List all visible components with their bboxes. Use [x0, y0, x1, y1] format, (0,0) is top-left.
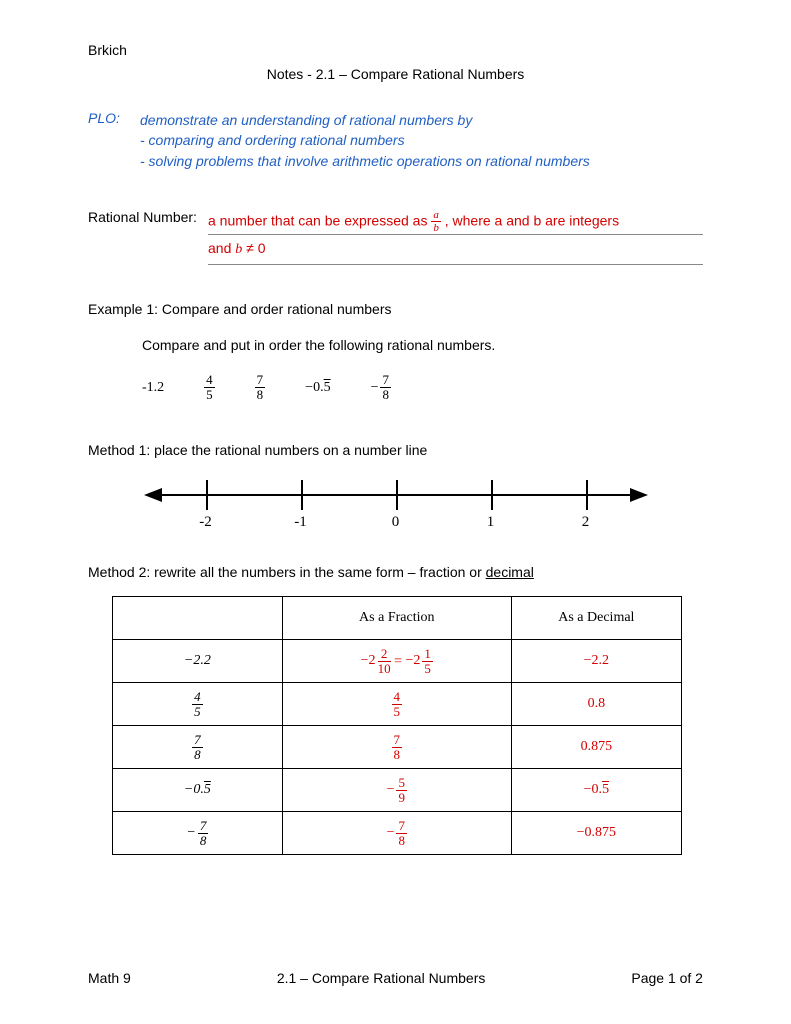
cell-decimal: −0.5 — [511, 769, 681, 812]
rational-number-label: Rational Number: — [88, 209, 208, 225]
number-line-label: -2 — [199, 514, 212, 531]
table-row: −2.2−2210 = −215−2.2 — [113, 640, 682, 683]
cell-fraction: 78 — [282, 726, 511, 769]
number-line-label: 0 — [392, 514, 400, 531]
cell-fraction: −2210 = −215 — [282, 640, 511, 683]
number-line-tick — [491, 480, 493, 510]
number-line-tick — [206, 480, 208, 510]
arrow-right-icon — [630, 488, 648, 502]
author-name: Brkich — [88, 42, 703, 58]
footer-right: Page 1 of 2 — [631, 970, 703, 986]
cell-fraction: −78 — [282, 812, 511, 855]
number-line-label: -1 — [294, 514, 307, 531]
number-line-label: 1 — [487, 514, 495, 531]
table-row: −78−78−0.875 — [113, 812, 682, 855]
num-5: −78 — [371, 373, 391, 403]
cell-original: −2.2 — [113, 640, 283, 683]
num-4: −0.5 — [305, 380, 330, 396]
number-line-tick — [301, 480, 303, 510]
plo-label: PLO: — [88, 110, 140, 171]
def-line2: and b ≠ 0 — [208, 234, 703, 262]
number-line-label: 2 — [582, 514, 590, 531]
num-3: 78 — [255, 373, 266, 403]
method1-title: Method 1: place the rational numbers on … — [88, 442, 703, 458]
def-part1: a number that can be expressed as — [208, 212, 431, 228]
number-line-tick — [396, 480, 398, 510]
conversion-table: As a Fraction As a Decimal −2.2−2210 = −… — [112, 596, 682, 855]
plo-line-3: - solving problems that involve arithmet… — [140, 151, 590, 171]
number-line: -2 -1 0 1 2 — [146, 480, 646, 530]
example1-sub: Compare and put in order the following r… — [142, 337, 703, 353]
cell-decimal: −0.875 — [511, 812, 681, 855]
table-row: 78780.875 — [113, 726, 682, 769]
cell-original: 45 — [113, 683, 283, 726]
cell-fraction: −59 — [282, 769, 511, 812]
page-footer: Math 9 2.1 – Compare Rational Numbers Pa… — [88, 970, 703, 986]
table-row: 45450.8 — [113, 683, 682, 726]
plo-line-1: demonstrate an understanding of rational… — [140, 110, 590, 130]
footer-center: 2.1 – Compare Rational Numbers — [277, 970, 486, 986]
plo-lines: demonstrate an understanding of rational… — [140, 110, 590, 171]
cell-original: 78 — [113, 726, 283, 769]
def-part2: , where a and b are integers — [445, 212, 619, 228]
cell-decimal: 0.875 — [511, 726, 681, 769]
rational-number-row: Rational Number: a number that can be ex… — [88, 209, 703, 265]
cell-original: −78 — [113, 812, 283, 855]
plo-block: PLO: demonstrate an understanding of rat… — [88, 110, 703, 171]
cell-decimal: 0.8 — [511, 683, 681, 726]
example1-numbers: -1.2 45 78 −0.5 −78 — [142, 373, 703, 403]
example1-title: Example 1: Compare and order rational nu… — [88, 301, 703, 317]
plo-line-2: - comparing and ordering rational number… — [140, 130, 590, 150]
page-title: Notes - 2.1 – Compare Rational Numbers — [88, 66, 703, 82]
number-line-tick — [586, 480, 588, 510]
footer-left: Math 9 — [88, 970, 131, 986]
num-1: -1.2 — [142, 380, 164, 396]
th-blank — [113, 597, 283, 640]
cell-original: −0.5 — [113, 769, 283, 812]
table-header-row: As a Fraction As a Decimal — [113, 597, 682, 640]
def-fraction: a b — [431, 209, 441, 234]
cell-fraction: 45 — [282, 683, 511, 726]
num-2: 45 — [204, 373, 215, 403]
page-content: Brkich Notes - 2.1 – Compare Rational Nu… — [0, 0, 791, 855]
table-row: −0.5−59−0.5 — [113, 769, 682, 812]
rational-number-definition: a number that can be expressed as a b , … — [208, 209, 703, 265]
th-decimal: As a Decimal — [511, 597, 681, 640]
method2-title: Method 2: rewrite all the numbers in the… — [88, 564, 703, 580]
cell-decimal: −2.2 — [511, 640, 681, 683]
th-fraction: As a Fraction — [282, 597, 511, 640]
